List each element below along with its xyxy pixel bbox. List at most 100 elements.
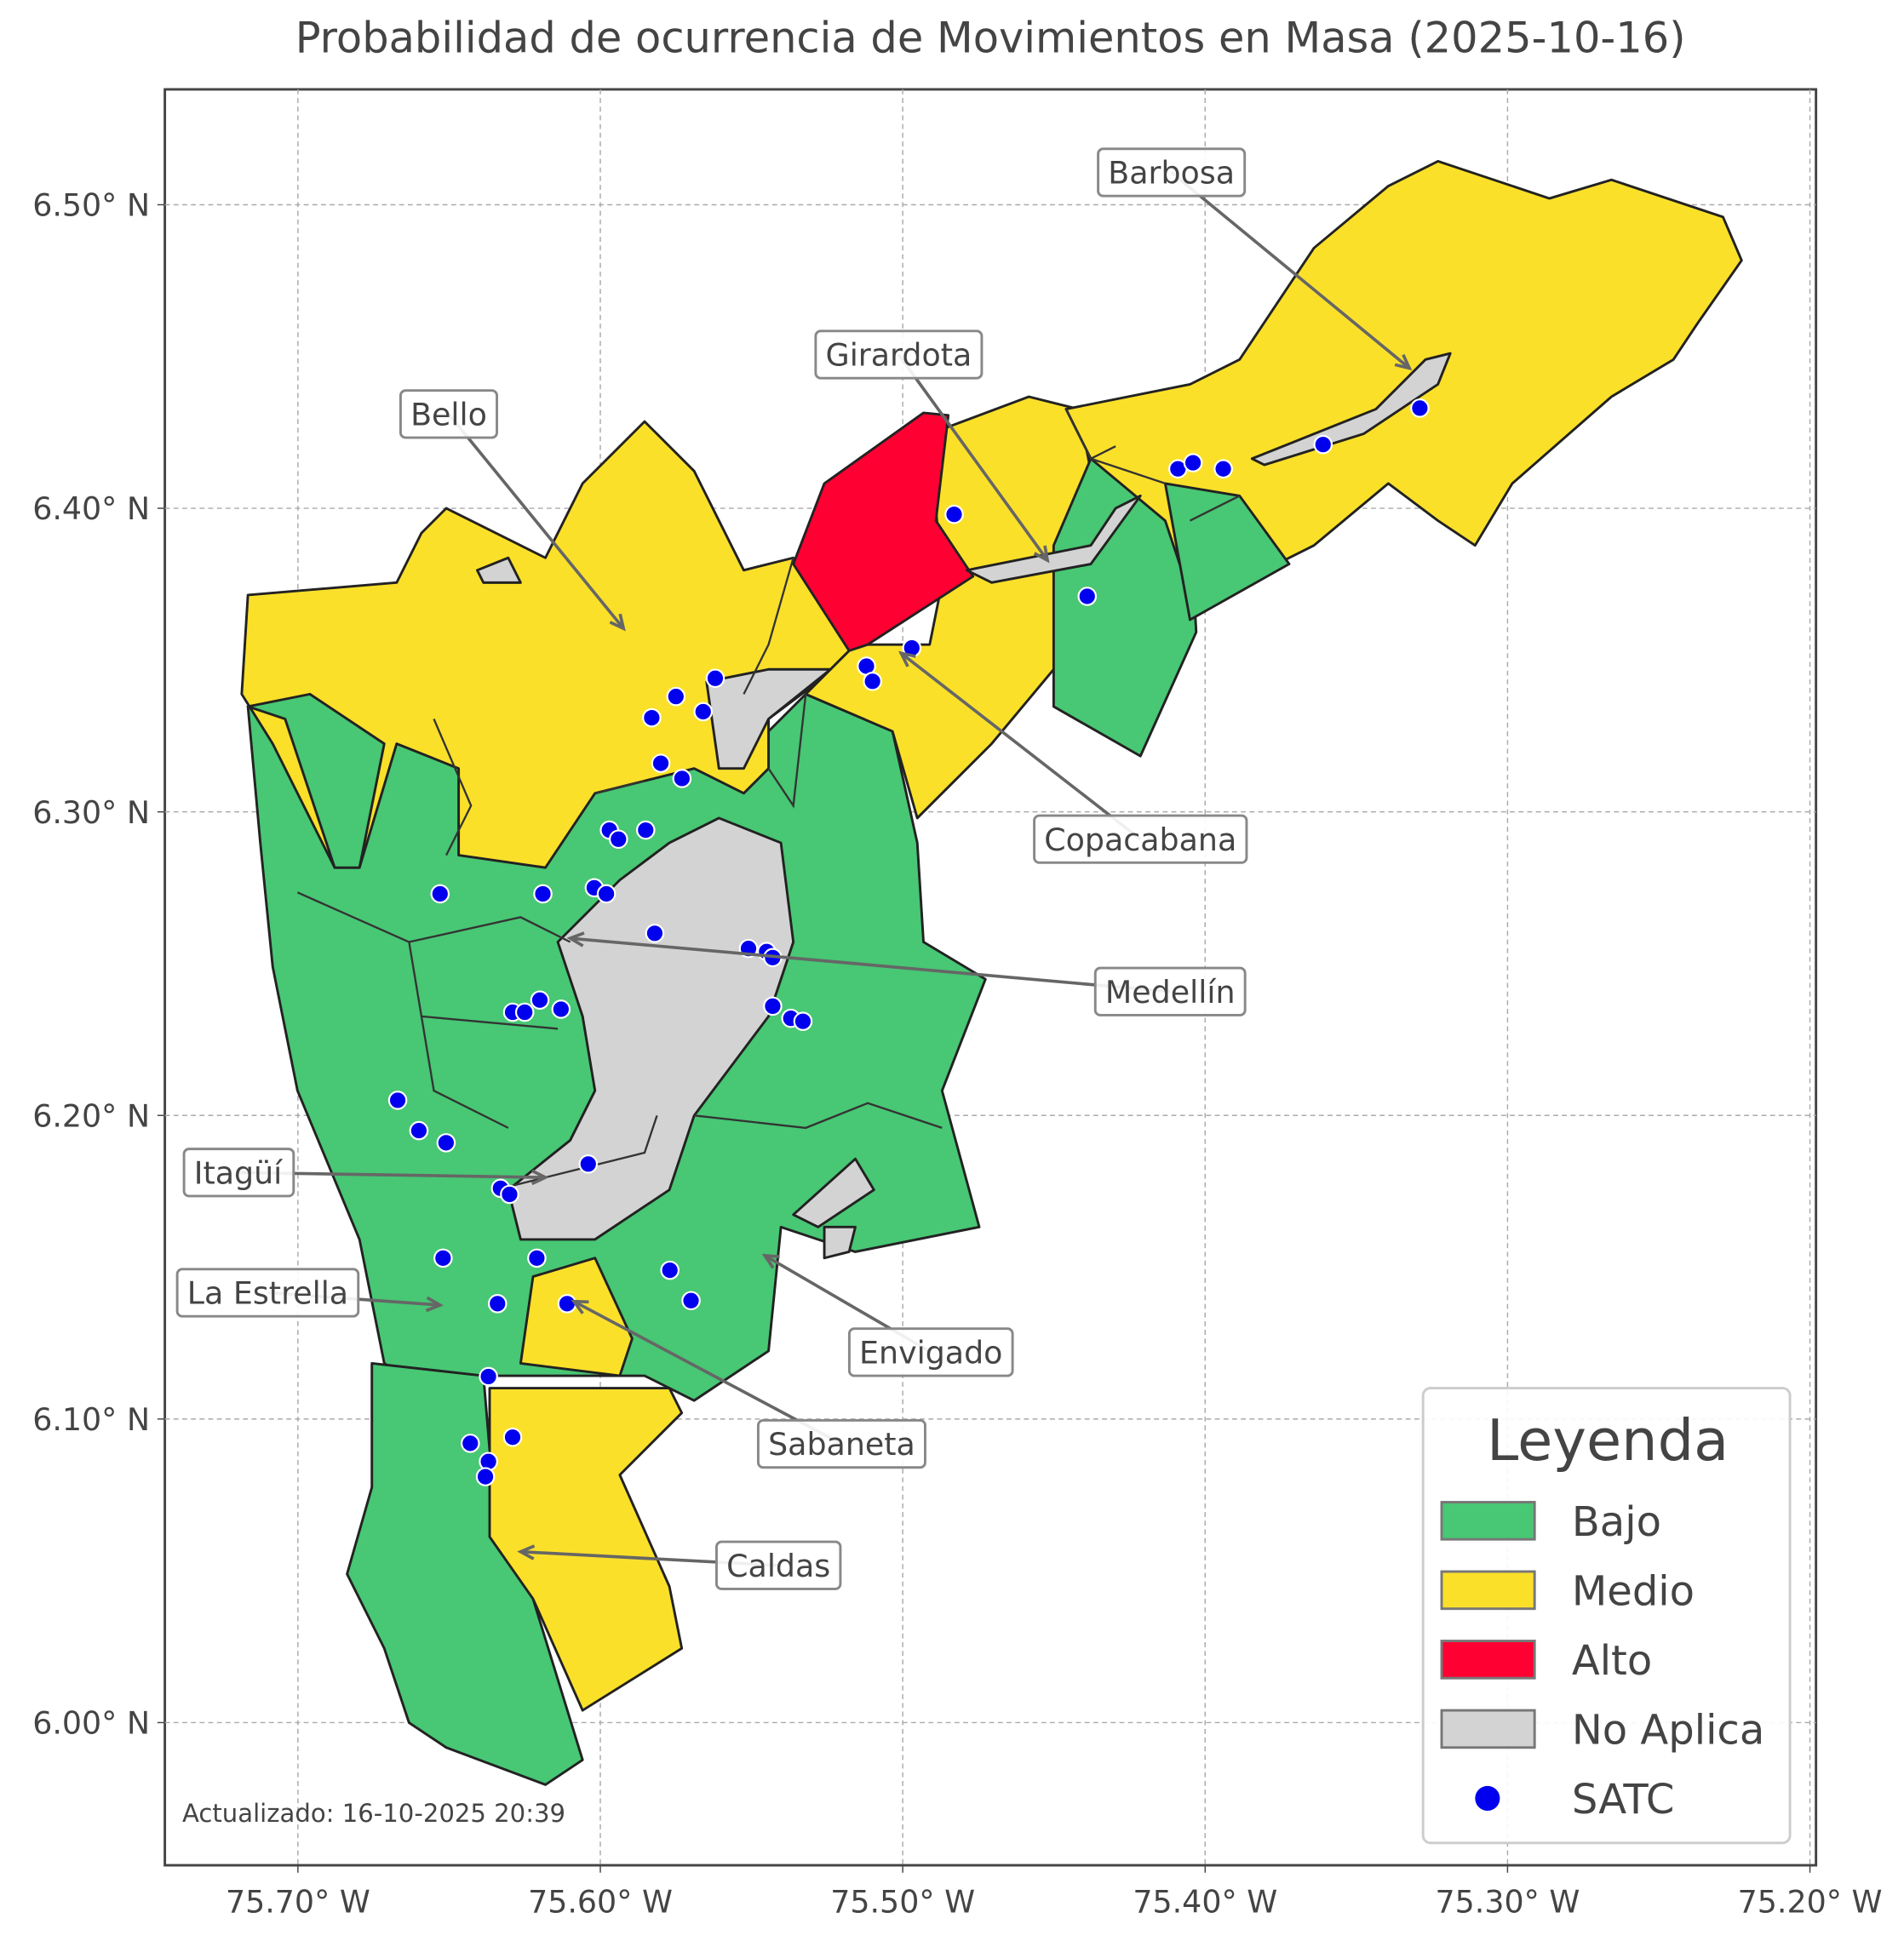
region	[823, 1225, 857, 1260]
satc-point	[705, 668, 725, 689]
arrow-head	[566, 931, 585, 948]
annotation-label: Bello	[410, 396, 487, 432]
annotation-box	[182, 1148, 295, 1198]
satc-point	[533, 884, 553, 904]
arrow-head	[530, 1169, 549, 1186]
annotation-label: Sabaneta	[768, 1426, 915, 1463]
satc-point	[461, 1434, 480, 1453]
region	[476, 556, 522, 584]
annotation-box	[1093, 966, 1247, 1016]
region	[488, 1387, 684, 1712]
satc-point	[681, 1291, 701, 1311]
annotation-box	[1033, 814, 1248, 864]
satc-point	[642, 707, 662, 728]
satc-point	[666, 686, 686, 707]
legend-marker	[1475, 1785, 1500, 1811]
satc-point	[527, 1248, 547, 1268]
region	[1250, 352, 1452, 467]
arrow-head	[517, 1544, 536, 1560]
legend-label: Medio	[1572, 1567, 1695, 1615]
satc-point	[793, 1011, 813, 1031]
satc-point	[651, 753, 671, 773]
annotation-label: Itagüí	[194, 1154, 284, 1191]
satc-point	[530, 990, 550, 1011]
region	[246, 692, 386, 869]
annotation-label: Medellín	[1105, 974, 1236, 1011]
arrow-head	[761, 1253, 780, 1269]
annotation-arrow	[570, 936, 1171, 993]
satc-point	[1077, 587, 1098, 606]
boundary	[296, 891, 509, 1129]
arrow-head	[1033, 545, 1050, 564]
annotation-box	[175, 1268, 360, 1318]
y-tick-label: 6.50° N	[32, 187, 150, 224]
x-tick-label: 75.40° W	[1133, 1883, 1277, 1920]
legend-swatch	[1440, 1709, 1536, 1749]
satc-point	[551, 999, 571, 1019]
arrow-head	[609, 613, 626, 632]
boundary	[743, 557, 794, 695]
footnote: Actualizado: 16-10-2025 20:39	[182, 1799, 565, 1828]
satc-point	[1183, 453, 1203, 472]
annotation-box	[1097, 147, 1247, 198]
annotation-arrow	[900, 651, 1142, 841]
satc-point	[609, 829, 628, 850]
boundary	[1189, 495, 1241, 522]
region	[792, 411, 975, 652]
y-tick-label: 6.00° N	[32, 1705, 150, 1742]
x-tick-label: 75.20° W	[1738, 1883, 1883, 1920]
x-tick-label: 75.60° W	[528, 1883, 673, 1920]
boundary	[694, 1102, 943, 1130]
boundary	[594, 780, 645, 794]
satc-point	[1213, 459, 1233, 478]
y-tick-label: 6.30° N	[32, 794, 150, 831]
boundary	[409, 916, 571, 943]
satc-point	[645, 924, 665, 943]
satc-point	[409, 1120, 429, 1141]
region	[705, 667, 832, 770]
satc-point	[944, 504, 964, 524]
arrow-head	[1394, 353, 1413, 371]
boundary	[421, 1015, 559, 1030]
satc-point	[635, 820, 656, 840]
legend-swatch	[1440, 1501, 1536, 1541]
satc-point	[430, 884, 450, 904]
satc-point	[672, 769, 692, 788]
annotation-arrow	[447, 413, 625, 630]
annotation-label: La Estrella	[187, 1275, 348, 1312]
boundary	[1090, 457, 1166, 485]
x-tick-label: 75.50° W	[830, 1883, 975, 1920]
x-tick-label: 75.30° W	[1435, 1883, 1580, 1920]
arrow-head	[898, 650, 916, 667]
satc-point	[436, 1133, 456, 1153]
arrow-head	[425, 1296, 444, 1313]
satc-point	[514, 1002, 535, 1022]
y-tick-label: 6.40° N	[32, 490, 150, 527]
legend-label: Bajo	[1572, 1498, 1661, 1546]
boundary	[767, 694, 807, 809]
legend-title: Leyenda	[1487, 1407, 1729, 1474]
y-tick-label: 6.10° N	[32, 1401, 150, 1438]
annotation-label: Girardota	[826, 337, 972, 374]
satc-point	[433, 1248, 453, 1268]
legend-label: SATC	[1572, 1776, 1675, 1824]
satc-point	[863, 672, 882, 691]
map-title: Probabilidad de ocurrencia de Movimiento…	[295, 13, 1686, 62]
satc-point	[763, 996, 783, 1016]
satc-point	[1313, 434, 1333, 455]
y-tick-label: 6.20° N	[32, 1097, 150, 1134]
satc-point	[660, 1260, 680, 1280]
region	[792, 1157, 875, 1228]
annotation-box	[814, 329, 984, 380]
satc-point	[1410, 398, 1430, 418]
legend-swatch	[1440, 1570, 1536, 1611]
annotation-box	[715, 1540, 842, 1590]
legend-label: Alto	[1572, 1637, 1652, 1685]
satc-point	[500, 1184, 519, 1205]
annotation-box	[756, 1418, 926, 1469]
satc-point	[596, 884, 617, 904]
region	[966, 495, 1142, 584]
satc-point	[693, 701, 714, 722]
legend-label: No Aplica	[1572, 1706, 1764, 1754]
satc-point	[557, 1294, 577, 1314]
